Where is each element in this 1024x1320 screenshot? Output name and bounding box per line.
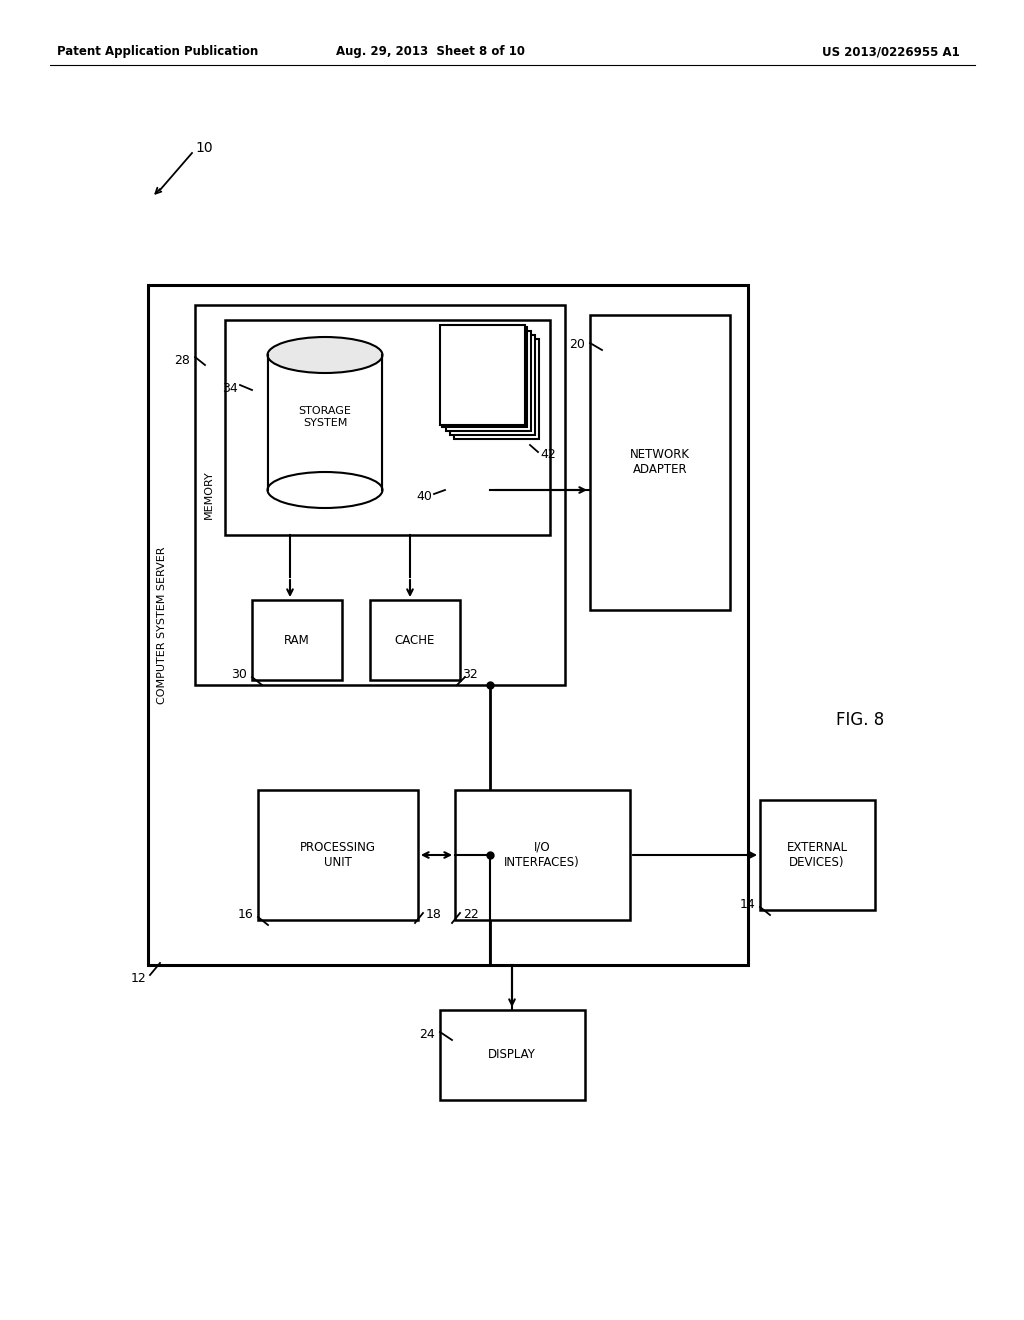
Text: 40: 40 — [416, 491, 432, 503]
Text: Patent Application Publication: Patent Application Publication — [57, 45, 258, 58]
Text: NETWORK
ADAPTER: NETWORK ADAPTER — [630, 447, 690, 477]
Text: 12: 12 — [130, 973, 146, 986]
Bar — [252, 601, 342, 680]
Bar — [195, 305, 565, 685]
Bar — [760, 800, 874, 909]
Bar — [590, 315, 730, 610]
Text: 18: 18 — [426, 908, 442, 921]
Ellipse shape — [267, 337, 383, 374]
Text: Aug. 29, 2013  Sheet 8 of 10: Aug. 29, 2013 Sheet 8 of 10 — [336, 45, 524, 58]
Ellipse shape — [267, 473, 383, 508]
Text: EXTERNAL
DEVICES): EXTERNAL DEVICES) — [786, 841, 848, 869]
Bar — [269, 355, 382, 488]
Bar — [446, 331, 531, 432]
Text: MEMORY: MEMORY — [204, 471, 214, 519]
Text: PROCESSING
UNIT: PROCESSING UNIT — [300, 841, 376, 869]
Text: I/O
INTERFACES): I/O INTERFACES) — [504, 841, 580, 869]
Text: US 2013/0226955 A1: US 2013/0226955 A1 — [822, 45, 961, 58]
Text: RAM: RAM — [284, 634, 310, 647]
Bar — [455, 789, 630, 920]
Bar — [258, 789, 418, 920]
Text: COMPUTER SYSTEM SERVER: COMPUTER SYSTEM SERVER — [157, 546, 167, 704]
Bar — [454, 339, 539, 440]
Text: 28: 28 — [174, 354, 190, 367]
Text: 32: 32 — [462, 668, 478, 681]
Text: 20: 20 — [569, 338, 585, 351]
Text: FIG. 8: FIG. 8 — [836, 711, 884, 729]
Text: STORAGE
SYSTEM: STORAGE SYSTEM — [299, 407, 351, 428]
Bar — [370, 601, 460, 680]
Text: 24: 24 — [419, 1028, 435, 1041]
Text: DISPLAY: DISPLAY — [488, 1048, 536, 1061]
Text: CACHE: CACHE — [395, 634, 435, 647]
Text: 42: 42 — [540, 449, 556, 462]
Bar — [440, 325, 525, 425]
Text: 30: 30 — [231, 668, 247, 681]
Bar — [225, 319, 550, 535]
Bar — [268, 355, 383, 490]
Text: 14: 14 — [739, 899, 755, 912]
Text: 10: 10 — [195, 141, 213, 154]
Text: 22: 22 — [463, 908, 479, 921]
Bar — [450, 335, 535, 436]
Bar — [442, 327, 527, 426]
Text: 16: 16 — [238, 908, 253, 921]
Bar — [148, 285, 748, 965]
Text: 34: 34 — [222, 381, 238, 395]
Bar — [440, 1010, 585, 1100]
